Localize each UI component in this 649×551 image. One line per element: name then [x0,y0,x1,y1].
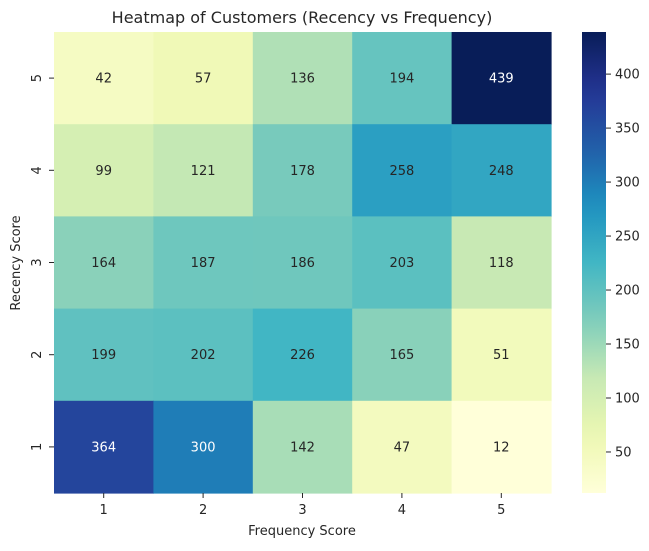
x-tick-label: 5 [497,503,505,518]
heatmap-cell [252,216,353,310]
heatmap-cell [54,400,154,494]
heatmap-cell [153,32,254,125]
heatmap-cell [451,32,552,125]
cell-value-label: 42 [95,72,112,87]
colorbar-gradient [582,32,606,493]
heatmap-cell [451,400,552,494]
heatmap-cell [153,400,254,494]
cell-value-label: 248 [489,164,514,179]
colorbar: 50 100 150 200 250 300 350 400 [582,32,640,493]
cell-value-label: 121 [191,164,216,179]
y-tick-label: 3 [30,258,45,266]
y-tick-label: 4 [30,166,45,174]
cell-value-label: 51 [493,348,510,363]
cell-value-label: 300 [191,440,216,455]
colorbar-tick-label: 300 [615,176,640,191]
cell-value-label: 178 [290,164,315,179]
cell-value-label: 47 [394,440,411,455]
heatmap-cell [451,308,552,402]
heatmap-cell [352,124,453,217]
cell-value-label: 226 [290,348,315,363]
cell-value-label: 57 [195,72,212,87]
cell-value-label: 439 [489,72,514,87]
cell-value-label: 364 [91,440,116,455]
cell-value-label: 187 [191,256,216,271]
heatmap-cell [451,124,552,217]
heatmap-cells: 42 57 136 194 439 99 121 178 258 248 164 187 186 203 1… [54,32,552,494]
y-axis-ticks: 5 4 3 2 1 [30,74,54,451]
cell-value-label: 164 [91,256,116,271]
x-axis-ticks: 1 2 3 4 5 [100,493,505,518]
x-tick-label: 4 [398,503,406,518]
y-tick-label: 2 [30,351,45,359]
heatmap-cell [352,216,453,310]
heatmap-cell [352,308,453,402]
colorbar-tick-label: 150 [615,338,640,353]
colorbar-tick-label: 250 [615,230,640,245]
cell-value-label: 203 [389,256,414,271]
colorbar-tick-label: 350 [615,122,640,137]
heatmap-cell [352,400,453,494]
x-tick-label: 1 [100,503,108,518]
colorbar-tick-label: 200 [615,284,640,299]
cell-value-label: 118 [489,256,514,271]
heatmap-cell [54,32,154,125]
heatmap-cell [252,32,353,125]
y-tick-label: 1 [30,443,45,451]
cell-value-label: 142 [290,440,315,455]
heatmap-cell [352,32,453,125]
cell-value-label: 258 [389,164,414,179]
heatmap-cell [54,124,154,217]
heatmap-cell [153,216,254,310]
heatmap-cell [451,216,552,310]
cell-value-label: 136 [290,72,315,87]
x-axis-label: Frequency Score [248,524,356,539]
x-tick-label: 3 [298,503,306,518]
cell-value-label: 202 [191,348,216,363]
heatmap-cell [252,308,353,402]
x-tick-label: 2 [199,503,207,518]
colorbar-tick-label: 100 [615,391,640,406]
heatmap-cell [153,124,254,217]
cell-value-label: 165 [389,348,414,363]
cell-value-label: 194 [389,72,414,87]
heatmap-cell [153,308,254,402]
heatmap-cell [54,216,154,310]
cell-value-label: 186 [290,256,315,271]
chart-title: Heatmap of Customers (Recency vs Frequen… [112,8,493,27]
colorbar-tick-label: 50 [615,445,632,460]
heatmap-cell [252,400,353,494]
y-tick-label: 5 [30,74,45,82]
colorbar-ticks: 50 100 150 200 250 300 350 400 [606,68,640,460]
heatmap-cell [252,124,353,217]
colorbar-tick-label: 400 [615,68,640,83]
cell-value-label: 99 [95,164,112,179]
y-axis-label: Recency Score [9,215,24,310]
cell-value-label: 199 [91,348,116,363]
cell-value-label: 12 [493,440,510,455]
heatmap-cell [54,308,154,402]
